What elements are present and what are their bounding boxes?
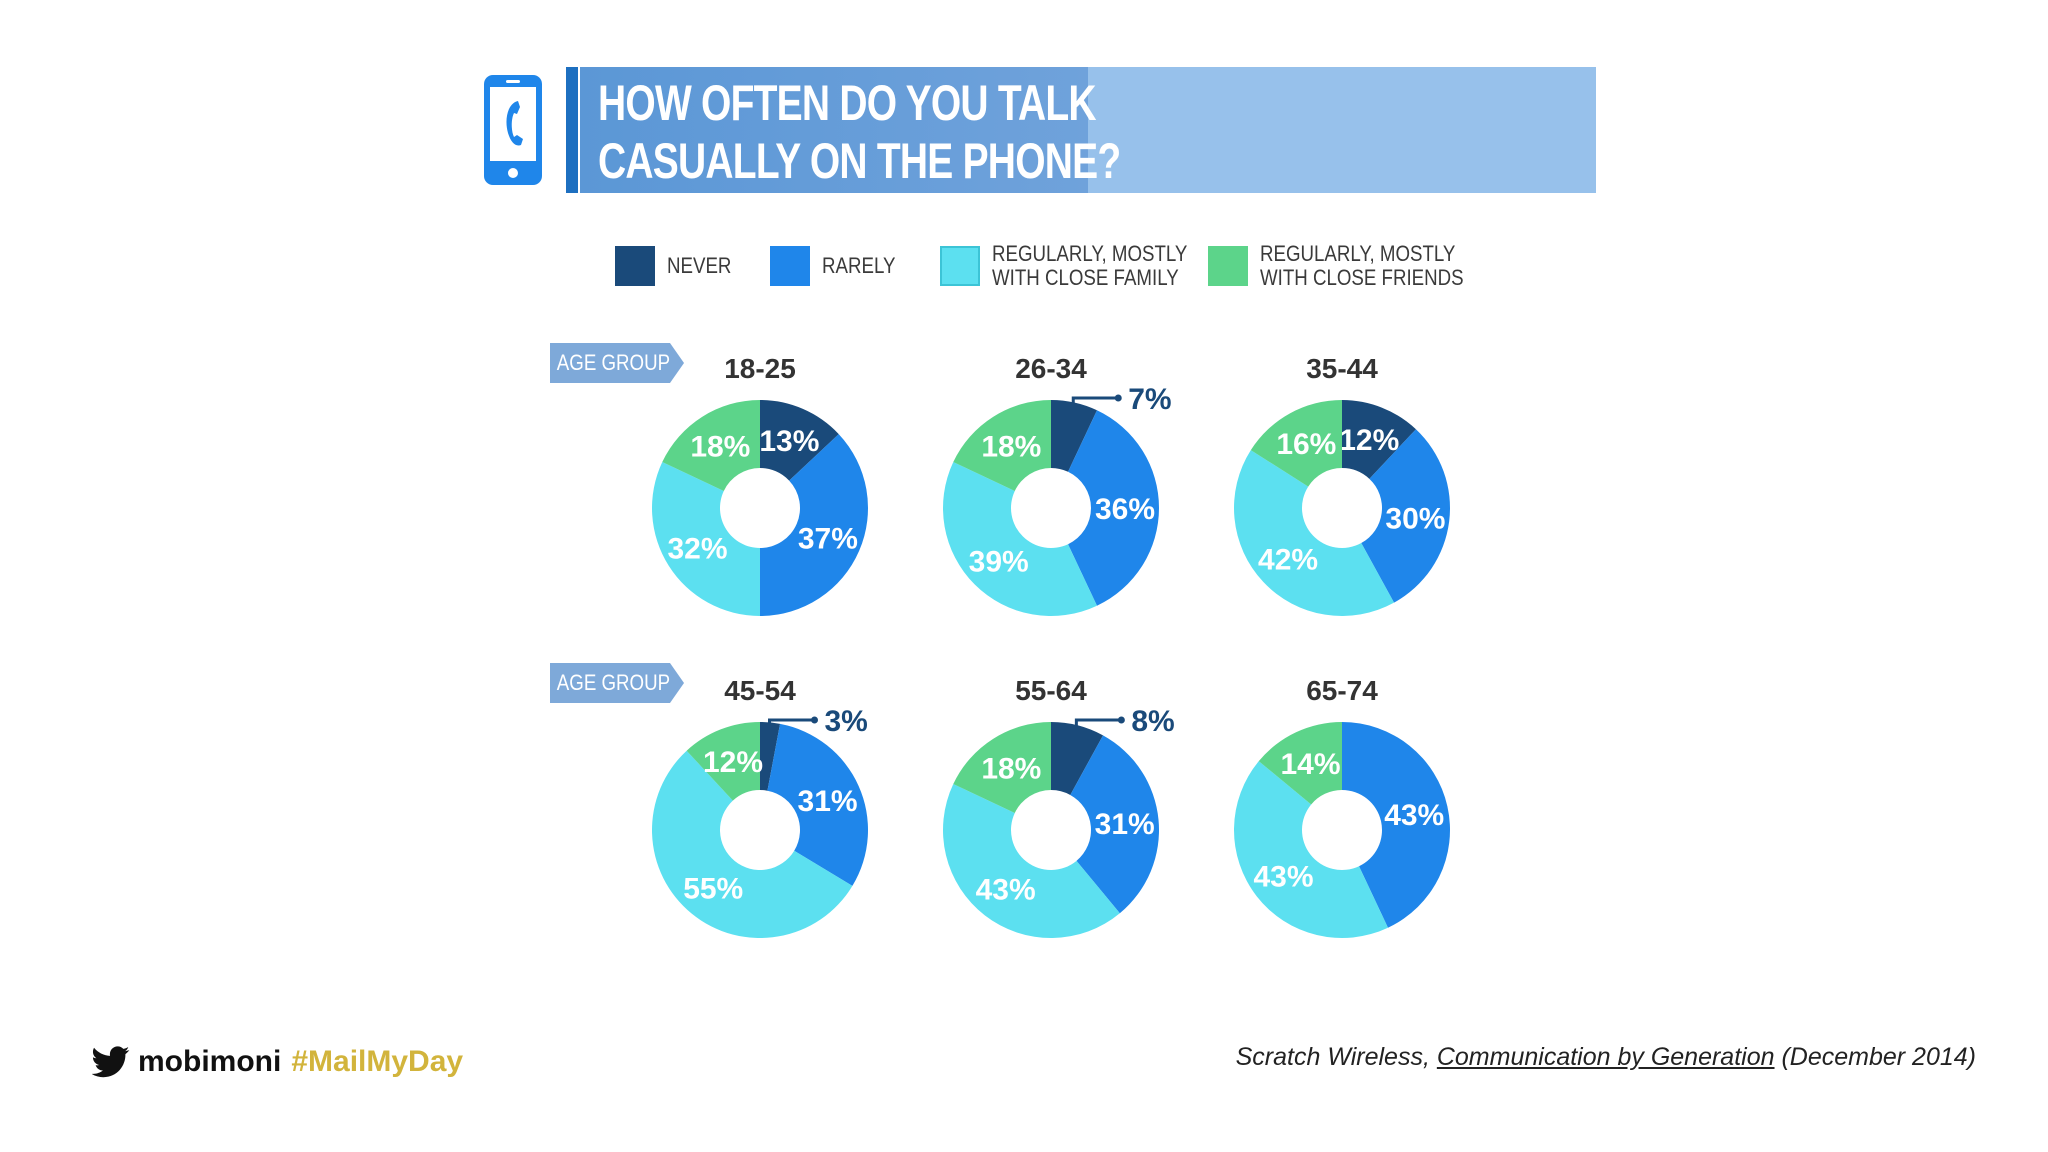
legend-label-line-2: WITH CLOSE FRIENDS [1260,265,1464,290]
donut-slice [662,400,760,491]
slice-value-label: 43% [976,873,1036,906]
slice-value-label: 18% [981,753,1041,786]
donut-slice [651,462,760,616]
donut-slice [1068,410,1159,606]
title-line-1: HOW OFTEN DO YOU TALK [598,75,1097,131]
chart-title: HOW OFTEN DO YOU TALK CASUALLY ON THE PH… [598,74,1121,190]
slice-leader-line [1074,718,1122,732]
legend-item-close-friends: REGULARLY, MOSTLY WITH CLOSE FRIENDS [1208,236,1500,296]
slice-value-label: 18% [690,431,750,464]
slice-value-label: 43% [1254,860,1314,893]
legend-label-line-1: REGULARLY, MOSTLY [1260,241,1456,266]
slice-value-label: 18% [981,431,1041,464]
legend-swatch-close-friends [1208,246,1248,286]
slice-value-label: 3% [825,705,868,738]
age-group-label: 55-64 [1015,675,1087,706]
donut-slice [1250,400,1342,487]
donut-slice [767,723,868,886]
twitter-bird-icon [92,1046,130,1078]
age-group-label: 18-25 [724,353,796,384]
slice-leader-dot [1117,716,1125,724]
slice-value-label: 32% [667,533,727,566]
donut-slice [1342,400,1416,479]
legend-swatch-rarely [770,246,810,286]
donut-slice [1051,722,1104,795]
source-citation: Scratch Wireless, Communication by Gener… [1236,1043,1976,1072]
donut-slice [1051,400,1097,472]
donut-slice [760,434,869,616]
hashtag[interactable]: #MailMyDay [291,1045,464,1078]
brand-name: mobimoni [138,1045,282,1078]
slice-value-label: 37% [798,522,858,555]
slice-value-label: 39% [969,545,1029,578]
age-group-tag-label: AGE GROUP [556,350,671,375]
donut-55-64: 55-64 8% 31% 43% 18% [942,675,1175,939]
age-group-label: 65-74 [1306,675,1378,706]
legend-item-rarely: RARELY [770,236,908,296]
source-prefix: Scratch Wireless, [1235,1043,1437,1071]
age-group-label: 35-44 [1306,353,1378,384]
slice-value-label: 42% [1258,544,1318,577]
slice-value-label: 12% [703,746,763,779]
slice-value-label: 36% [1095,493,1155,526]
slice-value-label: 55% [683,872,743,905]
slice-leader-line [1071,396,1119,409]
donut-slice [652,750,853,939]
slice-value-label: 16% [1276,428,1336,461]
legend-swatch-close-family [940,246,980,286]
footer-brand: mobimoni #MailMyDay [92,1042,463,1082]
donut-35-44: 35-44 12% 30% 42% 16% [1234,353,1450,616]
title-accent-bar [566,67,578,193]
donut-slice [1361,429,1450,603]
legend-label-line-1: REGULARLY, MOSTLY [992,241,1188,266]
legend-item-never: NEVER [615,236,743,296]
donut-slice [1070,735,1159,914]
donut-slice [942,784,1120,939]
donut-slice [686,722,760,801]
donut-65-74: 65-74 43% 43% 14% [1234,675,1450,938]
donut-18-25: 18-25 13% 37% 32% 18% [651,353,869,616]
slice-leader-dot [811,716,819,724]
slice-value-label: 14% [1280,748,1340,781]
donut-slice [760,722,781,791]
age-group-label: 26-34 [1015,353,1087,384]
legend-label: RARELY [822,253,896,278]
slice-value-label: 7% [1128,383,1171,416]
donut-slice [953,400,1051,491]
slice-value-label: 12% [1339,424,1399,457]
legend-swatch-never [615,246,655,286]
age-group-tag-label: AGE GROUP [556,670,671,695]
slice-leader-line [768,718,815,729]
source-link[interactable]: Communication by Generation [1436,1043,1775,1071]
slice-value-label: 13% [759,425,819,458]
donut-slice [1234,450,1395,616]
slice-value-label: 31% [798,785,858,818]
donut-45-54: 45-54 3% 31% 55% 12% [652,675,868,939]
slice-leader-dot [1114,394,1122,402]
donut-slice [1342,722,1450,928]
donut-slice [953,722,1051,813]
legend-label: NEVER [667,253,732,278]
slice-value-label: 31% [1095,808,1155,841]
age-group-tag: AGE GROUP [550,663,684,703]
title-banner [580,67,1596,193]
phone-icon [484,75,542,185]
slice-value-label: 43% [1384,799,1444,832]
slice-value-label: 30% [1385,502,1445,535]
donut-26-34: 26-34 7% 36% 39% 18% [943,353,1172,616]
legend-item-close-family: REGULARLY, MOSTLY WITH CLOSE FAMILY [940,236,1222,296]
slice-value-label: 8% [1131,705,1174,738]
donut-slice [1258,722,1342,805]
donut-slice [760,400,839,481]
donut-slice [1234,761,1388,938]
title-line-2: CASUALLY ON THE PHONE? [598,133,1121,189]
source-suffix: (December 2014) [1774,1043,1976,1071]
legend-label-line-2: WITH CLOSE FAMILY [992,265,1179,290]
age-group-label: 45-54 [724,675,796,706]
age-group-tag: AGE GROUP [550,343,684,383]
donut-slice [943,462,1097,616]
